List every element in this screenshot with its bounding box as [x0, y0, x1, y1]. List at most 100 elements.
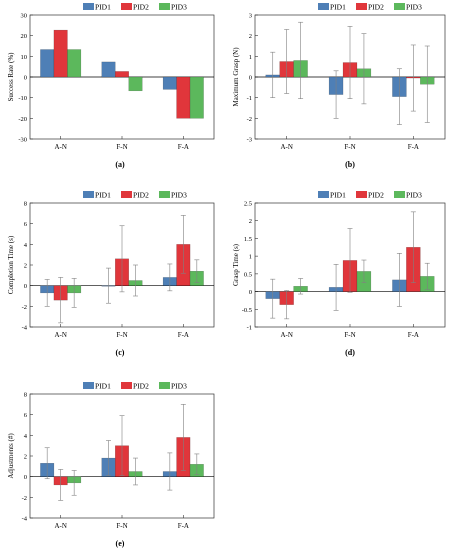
y-axis-label: Completion Time (s) — [7, 235, 15, 294]
panel-caption: (e) — [116, 539, 125, 548]
y-tick-label: -30 — [18, 137, 27, 144]
legend-swatch-pid1 — [318, 191, 329, 198]
y-tick-label: 0.5 — [244, 271, 252, 278]
x-tick-label: F-N — [344, 331, 355, 339]
y-tick-label: 4 — [24, 433, 28, 440]
y-tick-label: 2 — [24, 263, 27, 270]
bar-pid2-a-n — [53, 29, 68, 78]
x-tick-label: F-N — [116, 143, 127, 151]
legend-swatch-pid3 — [394, 3, 405, 10]
bar-pid1-a-n — [40, 49, 55, 78]
legend-swatch-pid1 — [83, 191, 94, 198]
y-tick-label: 1 — [249, 54, 252, 61]
y-tick-label: 0 — [249, 75, 252, 82]
chart-panel-e: PID1 PID2 PID3 -4 -2 0 2 4 6 8 Adjustments (#) A-N F… — [7, 382, 215, 548]
chart-panel-d: PID1 PID2 PID3 -1 -0.5 0 0.5 1 1.5 2 2.5 Grasp Time… — [232, 191, 446, 357]
legend-label-pid1: PID1 — [95, 382, 111, 391]
legend: PID1 PID2 PID3 — [83, 382, 187, 391]
legend-swatch-pid2 — [356, 191, 367, 198]
y-tick-label: 30 — [21, 13, 28, 20]
y-tick-label: 2 — [249, 33, 252, 40]
y-tick-label: -1 — [247, 325, 252, 332]
legend-label-pid3: PID3 — [171, 191, 187, 200]
y-axis-label: Adjustments (#) — [7, 433, 15, 479]
y-tick-label: 1.5 — [244, 236, 252, 243]
x-tick-label: F-A — [408, 331, 419, 339]
y-axis-label: Success Rate (%) — [7, 52, 15, 102]
y-tick-label: 0 — [24, 75, 27, 82]
bar-pid1-f-n — [101, 61, 116, 78]
legend-label-pid3: PID3 — [406, 191, 422, 200]
legend-swatch-pid2 — [356, 3, 367, 10]
y-tick-label: 2.5 — [244, 201, 252, 208]
y-tick-label: -10 — [18, 95, 27, 102]
y-tick-label: 8 — [24, 392, 27, 399]
y-axis-label: Maximum Grasp (N) — [232, 47, 240, 107]
x-tick-label: A-N — [280, 331, 292, 339]
x-tick-label: A-N — [54, 522, 66, 530]
legend-swatch-pid1 — [83, 3, 94, 10]
y-tick-label: 0 — [24, 283, 27, 290]
x-tick-label: F-A — [178, 143, 189, 151]
y-tick-label: -3 — [247, 137, 252, 144]
legend-label-pid1: PID1 — [330, 191, 346, 200]
x-tick-label: A-N — [54, 331, 66, 339]
panel-caption: (d) — [345, 348, 355, 357]
panel-caption: (c) — [116, 348, 125, 357]
y-tick-label: -2 — [22, 495, 27, 502]
y-tick-label: 2 — [249, 218, 252, 225]
y-tick-label: 0 — [24, 474, 27, 481]
y-tick-label: 2 — [24, 454, 27, 461]
x-tick-label: F-A — [178, 331, 189, 339]
y-tick-label: 6 — [24, 412, 28, 419]
y-tick-label: -1 — [247, 95, 252, 102]
legend-label-pid3: PID3 — [171, 3, 187, 12]
y-tick-label: 10 — [21, 54, 28, 61]
legend-label-pid1: PID1 — [95, 3, 111, 12]
x-tick-label: F-N — [344, 143, 355, 151]
x-tick-label: A-N — [54, 143, 66, 151]
x-tick-label: F-A — [408, 143, 419, 151]
legend-swatch-pid3 — [159, 382, 170, 389]
legend-swatch-pid1 — [318, 3, 329, 10]
legend-label-pid3: PID3 — [406, 3, 422, 12]
legend: PID1 PID2 PID3 — [83, 191, 187, 200]
legend-label-pid2: PID2 — [133, 191, 149, 200]
chart-panel-a: PID1 PID2 PID3 -30 -20 -10 0 10 20 30 Success Rate… — [7, 3, 215, 169]
bar-pid2-f-a — [176, 76, 191, 119]
x-tick-label: F-N — [116, 522, 127, 530]
legend-label-pid2: PID2 — [133, 3, 149, 12]
panel-caption: (a) — [115, 160, 125, 169]
legend-label-pid1: PID1 — [95, 191, 111, 200]
bar-pid3-f-n — [128, 76, 143, 92]
legend-swatch-pid3 — [159, 3, 170, 10]
bar-pid3-f-a — [189, 76, 204, 119]
y-tick-label: 1 — [249, 254, 252, 261]
legend: PID1 PID2 PID3 — [83, 3, 187, 12]
legend-swatch-pid1 — [83, 382, 94, 389]
legend-label-pid2: PID2 — [368, 191, 384, 200]
y-tick-label: 0 — [249, 289, 252, 296]
legend: PID1 PID2 PID3 — [318, 191, 422, 200]
y-tick-label: -0.5 — [242, 307, 252, 314]
panel-caption: (b) — [345, 160, 355, 169]
x-tick-label: A-N — [280, 143, 292, 151]
legend-swatch-pid3 — [159, 191, 170, 198]
bar-pid1-f-a — [162, 76, 177, 90]
chart-panel-b: PID1 PID2 PID3 -3 -2 -1 0 1 2 3 Maximum Grasp (N) A… — [232, 3, 446, 169]
bar-pid3-a-n — [67, 49, 82, 78]
legend-label-pid2: PID2 — [368, 3, 384, 12]
legend-label-pid3: PID3 — [171, 382, 187, 391]
y-tick-label: -2 — [247, 116, 252, 123]
y-tick-label: -2 — [22, 304, 27, 311]
legend-swatch-pid2 — [121, 3, 132, 10]
y-tick-label: 6 — [24, 221, 28, 228]
y-tick-label: 8 — [24, 201, 27, 208]
legend-label-pid2: PID2 — [133, 382, 149, 391]
y-tick-label: -4 — [22, 325, 28, 332]
legend: PID1 PID2 PID3 — [318, 3, 422, 12]
y-tick-label: 3 — [249, 13, 252, 20]
y-tick-label: 4 — [24, 242, 28, 249]
x-tick-label: F-A — [178, 522, 189, 530]
y-tick-label: 20 — [21, 33, 28, 40]
